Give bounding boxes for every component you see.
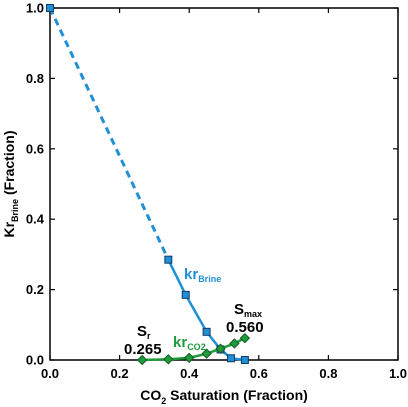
kr_Brine-point <box>240 356 249 364</box>
kr_CO2-point <box>229 338 240 349</box>
plot-axes <box>49 7 399 361</box>
y-tick-label: 0.4 <box>26 212 45 227</box>
series-label-kr-brine-sub: Brine <box>198 274 221 284</box>
plot-frame <box>49 7 399 361</box>
kr_Brine-point <box>181 290 190 299</box>
annotation-smax-sub: max <box>244 309 262 319</box>
kr_CO2-point <box>201 348 212 359</box>
x-axis-title-main: CO <box>140 387 161 403</box>
series-kr_Brine <box>46 4 249 364</box>
series-label-kr-co2-sub: CO2 <box>187 342 206 352</box>
kr_Brine-point <box>164 255 173 264</box>
y-tick-label: 0.0 <box>26 353 44 368</box>
annotation-sr-value: 0.265 <box>124 341 162 358</box>
y-tick-label: 1.0 <box>26 1 44 16</box>
kr_Brine-point <box>46 4 54 12</box>
series-layer <box>46 4 251 366</box>
annotation-smax-symbol: Smax <box>234 301 262 319</box>
kr_CO2-point <box>163 354 174 365</box>
kr_Brine-extrapolation-line <box>48 7 170 261</box>
y-tick-label: 0.6 <box>26 141 44 156</box>
x-tick-label: 0.0 <box>41 366 59 381</box>
series-label-kr-co2: krCO2 <box>173 334 206 352</box>
series-label-kr-brine-main: kr <box>184 266 198 283</box>
annotation-sr-main: S <box>137 323 147 340</box>
x-tick-label: 0.8 <box>319 366 337 381</box>
y-axis-title: KrBrine (Fraction) <box>1 130 20 237</box>
series-label-kr-brine: krBrine <box>184 266 221 284</box>
series-kr_CO2 <box>137 332 251 366</box>
y-axis-title-main: Kr <box>1 221 17 237</box>
x-axis-title-sub: 2 <box>161 396 166 406</box>
annotation-sr-symbol: Sr <box>137 323 151 341</box>
chart-labels: CO2 Saturation (Fraction)KrBrine (Fracti… <box>1 130 308 406</box>
annotation-smax-main: S <box>234 301 244 318</box>
y-tick-label: 0.2 <box>26 282 44 297</box>
annotation-smax-value: 0.560 <box>226 319 264 336</box>
x-axis-title-rest: Saturation (Fraction) <box>166 387 308 403</box>
x-axis-title: CO2 Saturation (Fraction) <box>140 387 308 406</box>
x-tick-label: 0.6 <box>250 366 268 381</box>
kr_CO2-point <box>183 352 195 364</box>
x-tick-label: 0.2 <box>111 366 129 381</box>
kr_Brine-point <box>202 327 211 336</box>
axis-ticks: 0.0 0.2 0.4 0.6 0.8 1.0 0.0 0.2 0.4 0.6 0.8 1.0 <box>26 1 407 382</box>
annotation-sr-sub: r <box>147 331 151 341</box>
kr_CO2-point <box>215 343 226 354</box>
x-tick-label: 0.4 <box>180 366 199 381</box>
y-tick-label: 0.8 <box>26 71 44 86</box>
y-axis-title-rest: (Fraction) <box>1 130 17 198</box>
x-tick-label: 1.0 <box>389 366 407 381</box>
series-label-kr-co2-main: kr <box>173 334 187 351</box>
kr_Brine-point <box>226 354 235 363</box>
y-axis-title-sub: Brine <box>10 199 20 222</box>
kr_CO2-point <box>239 332 251 344</box>
kr_CO2-point <box>137 354 148 366</box>
